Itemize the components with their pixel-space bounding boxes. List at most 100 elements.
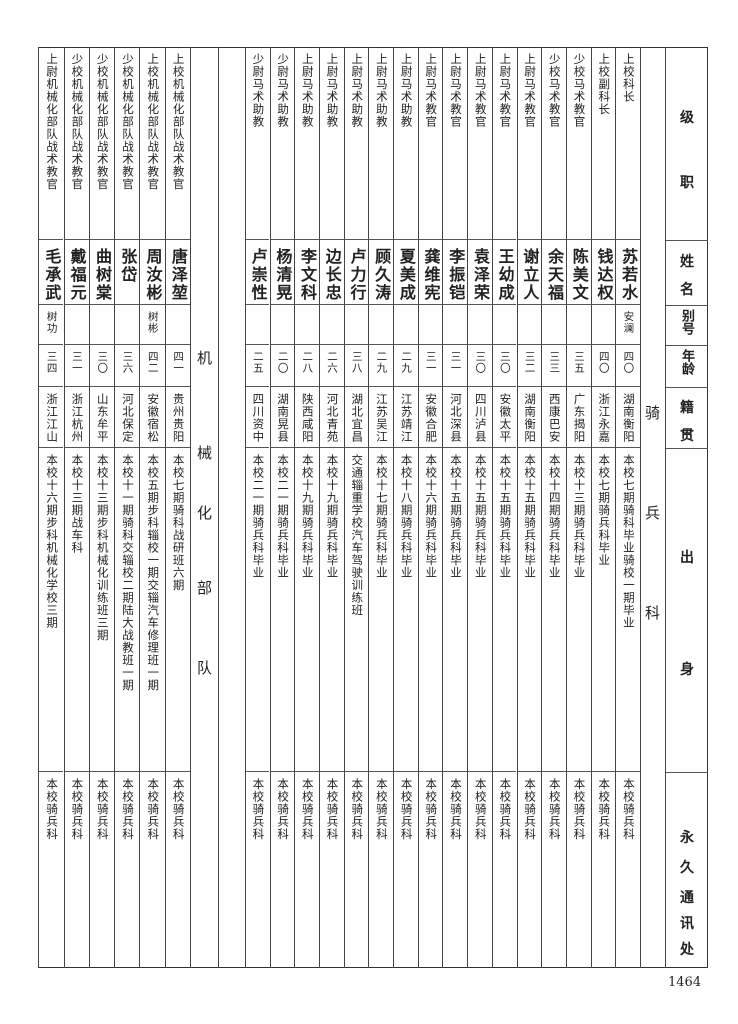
table-row: 少校马术教官 余天福 三三 西康巴安 本校十四期骑兵科毕业 本校骑兵科 xyxy=(541,47,566,968)
name-cell: 杨清晃 xyxy=(270,240,295,305)
header-native-1: 籍 xyxy=(680,400,694,416)
name-text: 苏若水 xyxy=(619,248,639,302)
table-row: 上尉马术助教 顾久涛 二九 江苏吴江 本校十七期骑兵科毕业 本校骑兵科 xyxy=(368,47,393,968)
row-divider xyxy=(666,345,708,346)
rank-cell: 上尉马术助教 xyxy=(369,47,393,240)
address-text: 本校骑兵科 xyxy=(325,778,340,841)
origin-text: 本校二一期骑兵科毕业 xyxy=(276,454,291,579)
origin-cell: 本校十六期骑兵科毕业 xyxy=(418,448,443,772)
origin-text: 本校七期骑科战研班六期 xyxy=(171,454,186,592)
table-row: 少尉马术助教 卢崇性 二五 四川资中 本校二一期骑兵科毕业 本校骑兵科 xyxy=(244,47,270,968)
name-text: 李文科 xyxy=(298,248,318,302)
alias-cell xyxy=(64,305,89,345)
rank-text: 上尉马术助教 xyxy=(350,53,365,128)
header-name-1: 姓 xyxy=(680,254,694,270)
native-text: 浙江永嘉 xyxy=(597,393,612,443)
address-cell: 本校骑兵科 xyxy=(542,772,566,968)
native-cell: 河北青苑 xyxy=(319,387,344,448)
origin-text: 交通辎重学校汽车驾驶训练班 xyxy=(350,454,365,617)
table-row: 上校机械化部队战术教官 周汝彬 树彬 四二 安徽宿松 本校五期步科辎校一期交辎汽车修理班一… xyxy=(139,47,165,968)
alias-cell xyxy=(566,305,591,345)
rank-cell: 少校机械化部队战术教官 xyxy=(89,47,115,240)
age-text: 三〇 xyxy=(96,351,109,374)
name-cell: 李振铠 xyxy=(443,240,468,305)
age-cell: 三四 xyxy=(39,345,64,387)
rank-cell: 上校机械化部队战术教官 xyxy=(140,47,165,240)
alias-cell xyxy=(492,305,517,345)
origin-cell: 本校十三期骑兵科毕业 xyxy=(566,448,591,772)
header-address-3: 通 xyxy=(680,890,694,906)
alias-cell xyxy=(165,305,190,345)
name-text: 袁泽荣 xyxy=(470,248,490,302)
native-cell: 安徽太平 xyxy=(492,387,517,448)
name-cell: 钱达权 xyxy=(591,240,616,305)
header-origin-1: 出 xyxy=(680,550,694,566)
address-text: 本校骑兵科 xyxy=(547,778,562,841)
origin-cell: 本校十八期骑兵科毕业 xyxy=(394,448,418,772)
address-cell: 本校骑兵科 xyxy=(115,772,139,968)
address-text: 本校骑兵科 xyxy=(300,778,315,841)
native-text: 湖北宜昌 xyxy=(350,393,365,443)
address-cell: 本校骑兵科 xyxy=(592,772,616,968)
name-text: 戴福元 xyxy=(67,248,87,302)
address-text: 本校骑兵科 xyxy=(120,778,135,841)
address-cell: 本校骑兵科 xyxy=(166,772,190,968)
origin-cell: 交通辎重学校汽车驾驶训练班 xyxy=(344,448,369,772)
name-text: 夏美成 xyxy=(396,248,416,302)
alias-cell xyxy=(115,305,140,345)
address-cell: 本校骑兵科 xyxy=(468,772,492,968)
address-cell: 本校骑兵科 xyxy=(394,772,418,968)
rank-text: 上尉马术助教 xyxy=(399,53,414,128)
rank-text: 上校机械化部队战术教官 xyxy=(171,53,186,191)
address-text: 本校骑兵科 xyxy=(251,778,266,841)
age-text: 二八 xyxy=(301,351,314,374)
native-cell: 浙江杭州 xyxy=(64,387,89,448)
address-cell: 本校骑兵科 xyxy=(567,772,591,968)
rank-text: 上尉马术教官 xyxy=(523,53,538,128)
alias-cell xyxy=(245,305,270,345)
table-row: 上尉马术助教 边长忠 二六 河北青苑 本校十九期骑兵科毕业 本校骑兵科 xyxy=(318,47,344,968)
address-text: 本校骑兵科 xyxy=(95,778,110,841)
name-cell: 边长忠 xyxy=(319,240,344,305)
row-divider xyxy=(666,772,708,773)
age-text: 三二 xyxy=(523,351,536,374)
native-cell: 浙江永嘉 xyxy=(591,387,616,448)
native-text: 河北深县 xyxy=(448,393,463,443)
native-cell: 湖北宜昌 xyxy=(344,387,369,448)
origin-cell: 本校五期步科辎校一期交辎汽车修理班一期 xyxy=(140,448,165,772)
table-row: 上校科长 苏若水 安澜 四〇 湖南衡阳 本校七期骑科毕业骑校一期毕业 本校骑兵科 xyxy=(615,47,640,968)
address-text: 本校骑兵科 xyxy=(523,778,538,841)
row-divider xyxy=(666,305,708,306)
name-cell: 周汝彬 xyxy=(140,240,165,305)
address-text: 本校骑兵科 xyxy=(597,778,612,841)
address-cell: 本校骑兵科 xyxy=(246,772,270,968)
row-divider xyxy=(666,240,708,241)
alias-cell xyxy=(591,305,616,345)
age-cell: 三一 xyxy=(443,345,468,387)
age-text: 三三 xyxy=(548,351,561,374)
native-cell: 湖南晃县 xyxy=(270,387,295,448)
header-address-4: 讯 xyxy=(680,916,694,932)
native-text: 湖南晃县 xyxy=(276,393,291,443)
address-cell: 本校骑兵科 xyxy=(419,772,443,968)
origin-cell: 本校十六期步科机械化学校三期 xyxy=(39,448,64,772)
age-text: 二九 xyxy=(400,351,413,374)
name-text: 顾久涛 xyxy=(372,248,392,302)
section-char: 兵 xyxy=(645,504,661,522)
address-cell: 本校骑兵科 xyxy=(65,772,89,968)
page-number: 1464 xyxy=(668,975,702,990)
origin-cell: 本校十三期步科机械化训练班三期 xyxy=(89,448,115,772)
alias-cell xyxy=(369,305,393,345)
address-cell: 本校骑兵科 xyxy=(518,772,542,968)
native-cell: 安徽合肥 xyxy=(418,387,443,448)
rank-cell: 少校马术教官 xyxy=(542,47,566,240)
origin-text: 本校十六期骑兵科毕业 xyxy=(424,454,439,579)
name-cell: 张岱 xyxy=(115,240,140,305)
age-text: 二九 xyxy=(375,351,388,374)
origin-text: 本校十五期骑兵科毕业 xyxy=(448,454,463,579)
alias-cell: 树功 xyxy=(39,305,64,345)
age-text: 三一 xyxy=(70,351,83,374)
name-text: 龚维宪 xyxy=(421,248,441,302)
native-text: 广东揭阳 xyxy=(572,393,587,443)
origin-text: 本校十三期骑兵科毕业 xyxy=(572,454,587,579)
